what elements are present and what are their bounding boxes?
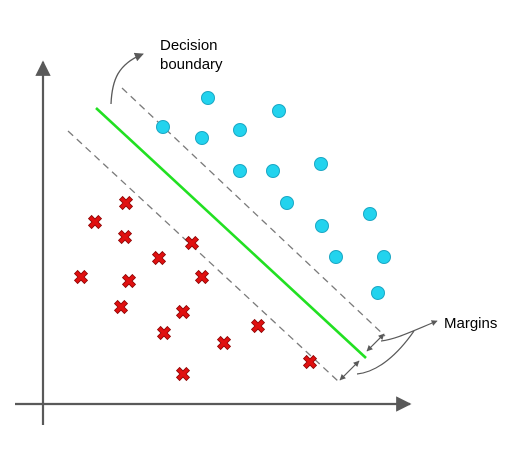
circle-point — [233, 164, 247, 178]
upper-margin-arrow — [366, 333, 385, 352]
margins-callout-arrow-upper — [380, 320, 438, 342]
circle-point — [314, 157, 328, 171]
cross-point — [175, 304, 191, 320]
decision-boundary-label-line1: Decision — [160, 37, 218, 54]
circle-point — [315, 219, 329, 233]
margins-label: Margins — [444, 315, 497, 332]
cross-point — [151, 250, 167, 266]
axes — [15, 60, 412, 425]
circle-point — [272, 104, 286, 118]
circle-point — [156, 120, 170, 134]
cross-point — [302, 354, 318, 370]
cross-point — [117, 229, 133, 245]
cross-point — [73, 269, 89, 285]
circle-point — [371, 286, 385, 300]
decision-boundary-callout-arrow — [110, 52, 144, 105]
cross-point — [156, 325, 172, 341]
circle-point — [233, 123, 247, 137]
lower-margin-line — [67, 130, 339, 382]
circle-point — [363, 207, 377, 221]
cross-point — [175, 366, 191, 382]
cross-point — [113, 299, 129, 315]
circle-point — [329, 250, 343, 264]
margin-width-arrows — [339, 333, 385, 381]
cross-class-points — [73, 195, 318, 382]
cross-point — [184, 235, 200, 251]
cross-point — [118, 195, 134, 211]
labels: Decision boundary Margins — [160, 37, 497, 332]
margins-callout-arrow-lower — [356, 330, 415, 375]
cross-point — [194, 269, 210, 285]
circle-point — [195, 131, 209, 145]
cross-point — [216, 335, 232, 351]
circle-point — [266, 164, 280, 178]
circle-point — [377, 250, 391, 264]
callout-arrows — [110, 52, 438, 375]
circle-point — [280, 196, 294, 210]
lower-margin-arrow — [339, 360, 360, 381]
cross-point — [87, 214, 103, 230]
circle-class-points — [156, 91, 391, 300]
decision-boundary-label-line2: boundary — [160, 56, 223, 73]
cross-point — [250, 318, 266, 334]
circle-point — [201, 91, 215, 105]
cross-point — [121, 273, 137, 289]
decision-boundary-line — [95, 107, 367, 359]
